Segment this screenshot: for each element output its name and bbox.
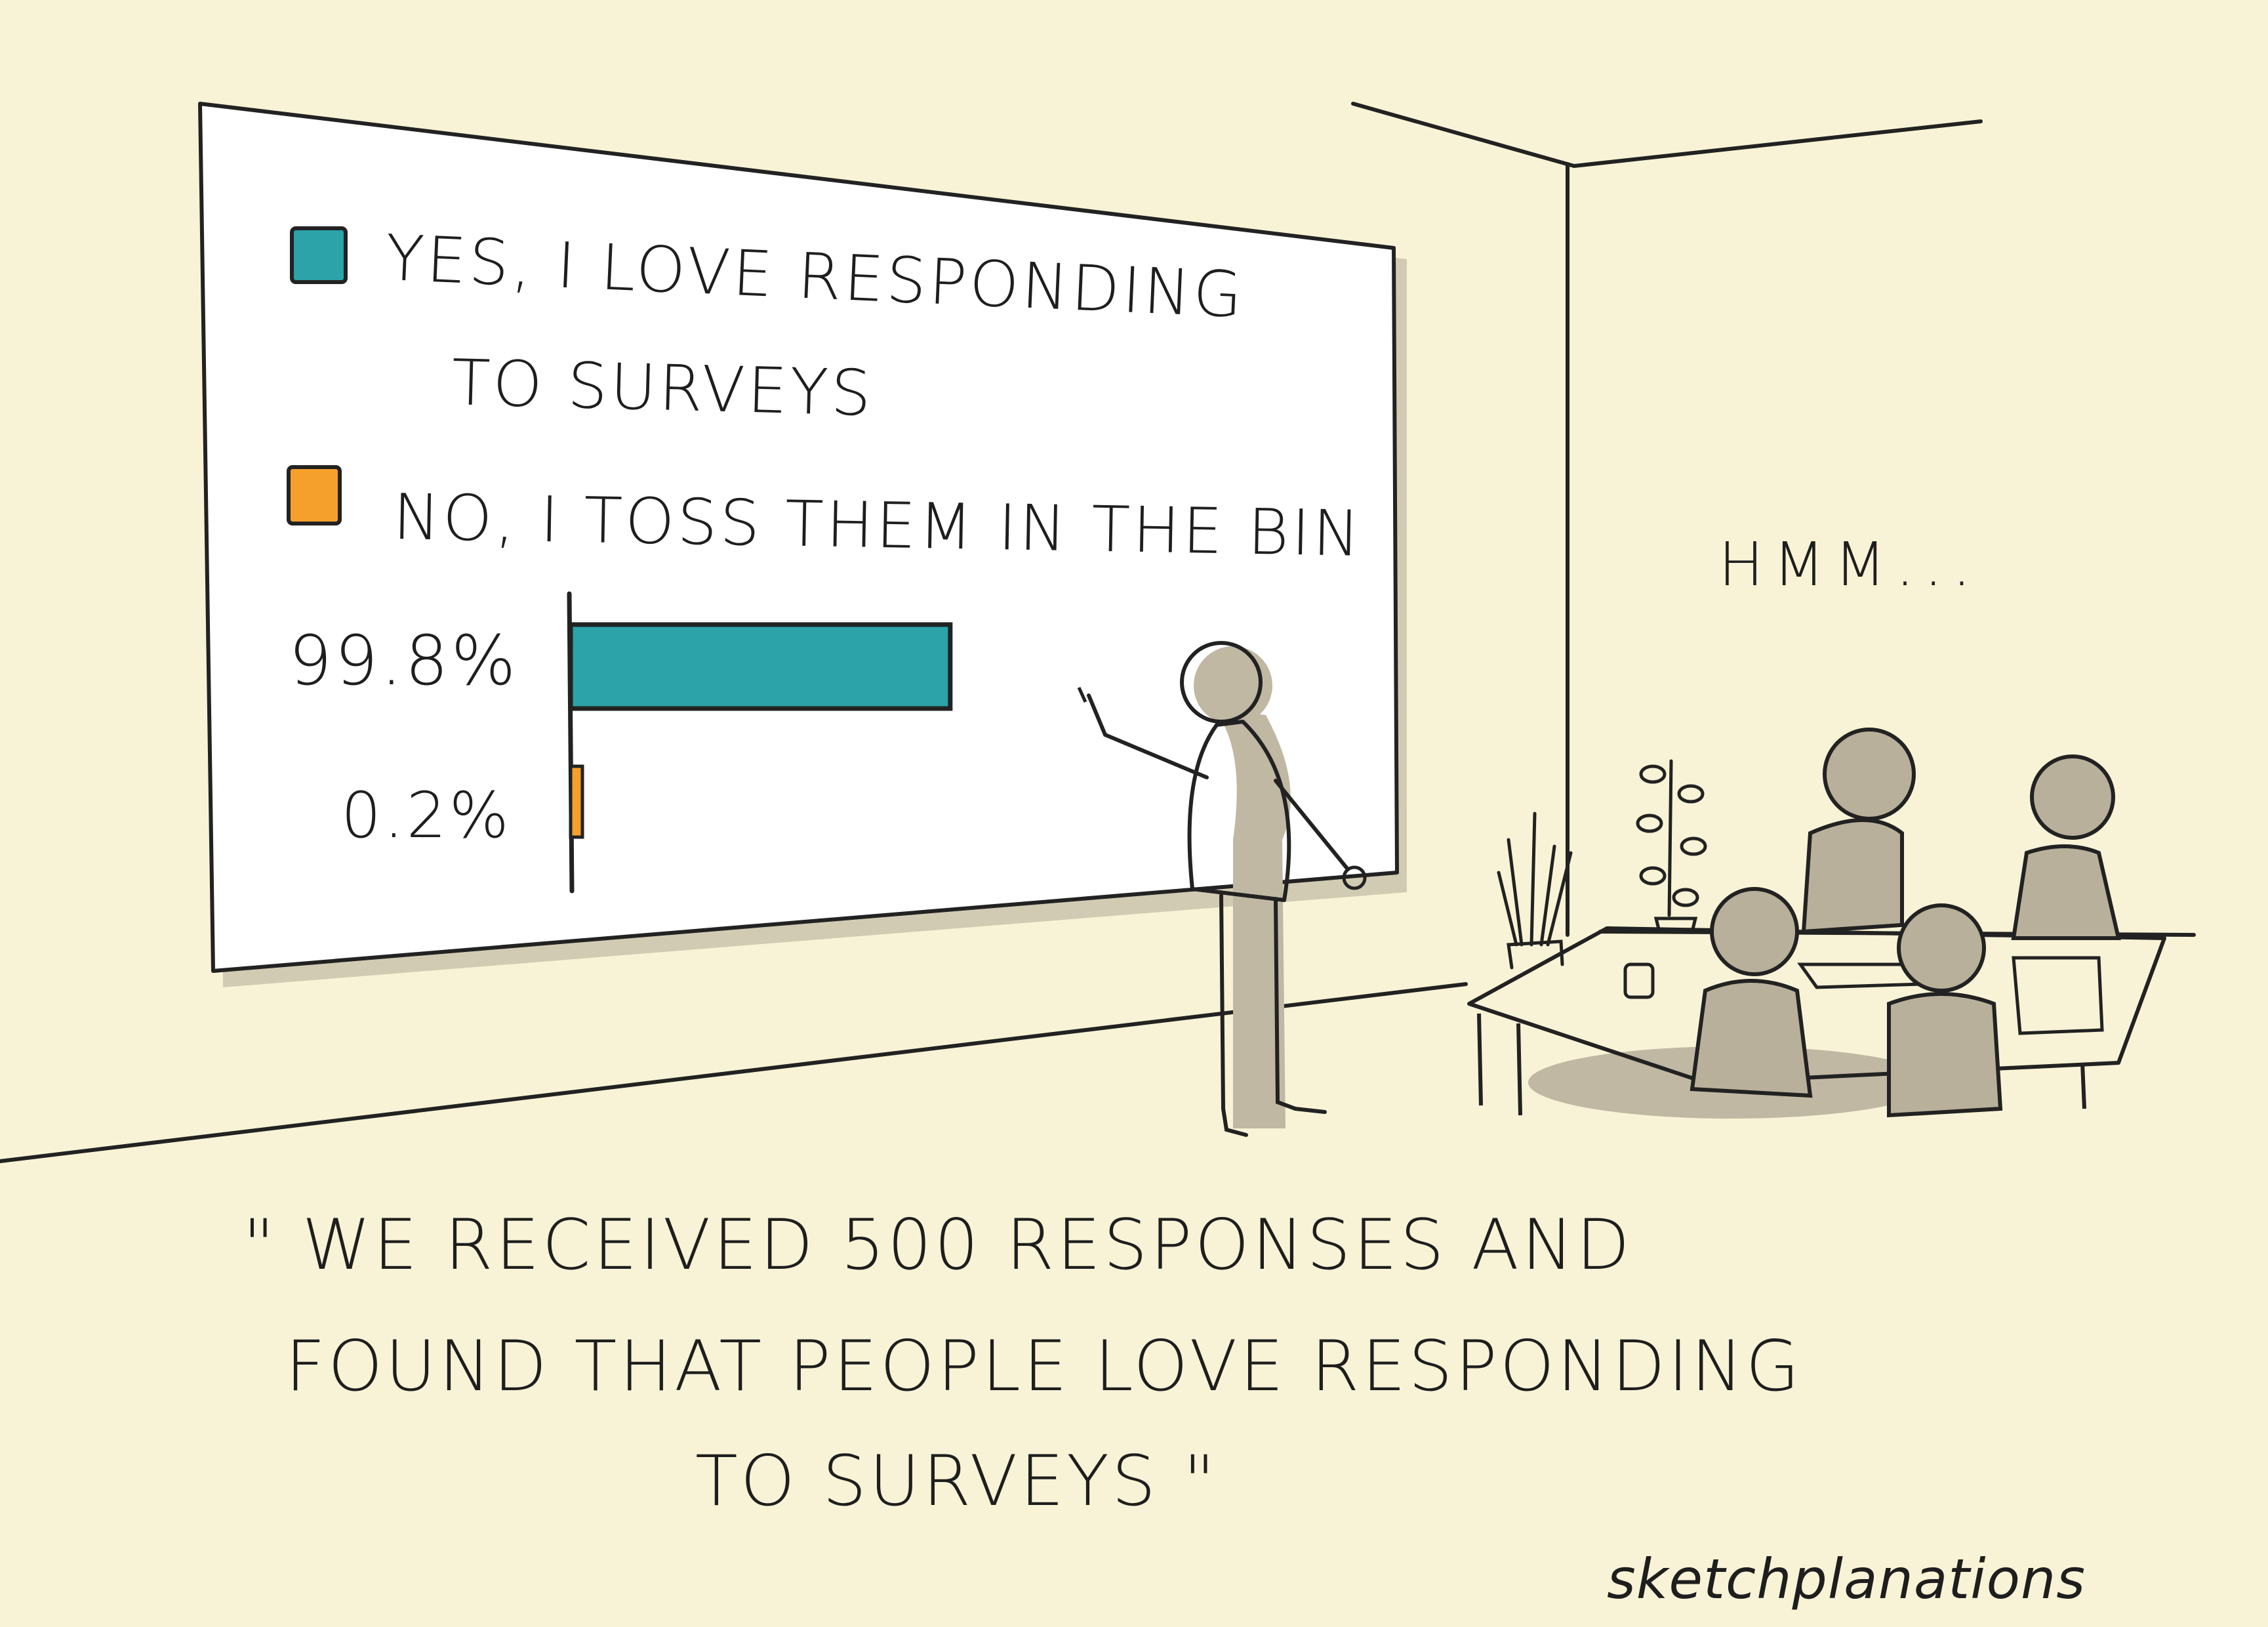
brand-signature: sketchplanations: [1607, 1547, 2086, 1611]
bar-yes-value-label: 99.8%: [289, 621, 519, 701]
audience: [1690, 728, 2121, 1118]
yes-legend-swatch: [290, 226, 348, 284]
bar-yes: [568, 622, 953, 711]
bar-no-value-label: 0.2%: [341, 779, 512, 852]
meeting-table: [1467, 926, 2166, 1119]
bar-no: [569, 764, 584, 839]
caption-line-3: TO SURVEYS ": [695, 1441, 1218, 1521]
presenter-figure: [1077, 641, 1367, 1137]
potted-plant: [1497, 812, 1573, 970]
legend-yes-line-2: TO SURVEYS: [451, 346, 875, 430]
projection-screen: [198, 102, 1407, 987]
audience-speech: HMM...: [1718, 529, 1981, 600]
caption-line-1: " WE RECEIVED 500 RESPONSES AND: [243, 1205, 1632, 1285]
caption-line-2: FOUND THAT PEOPLE LOVE RESPONDING: [285, 1326, 1802, 1407]
legend-no: NO, I TOSS THEM IN THE BIN: [392, 480, 1364, 571]
tall-plant: [1636, 759, 1707, 934]
no-legend-swatch: [287, 465, 342, 525]
